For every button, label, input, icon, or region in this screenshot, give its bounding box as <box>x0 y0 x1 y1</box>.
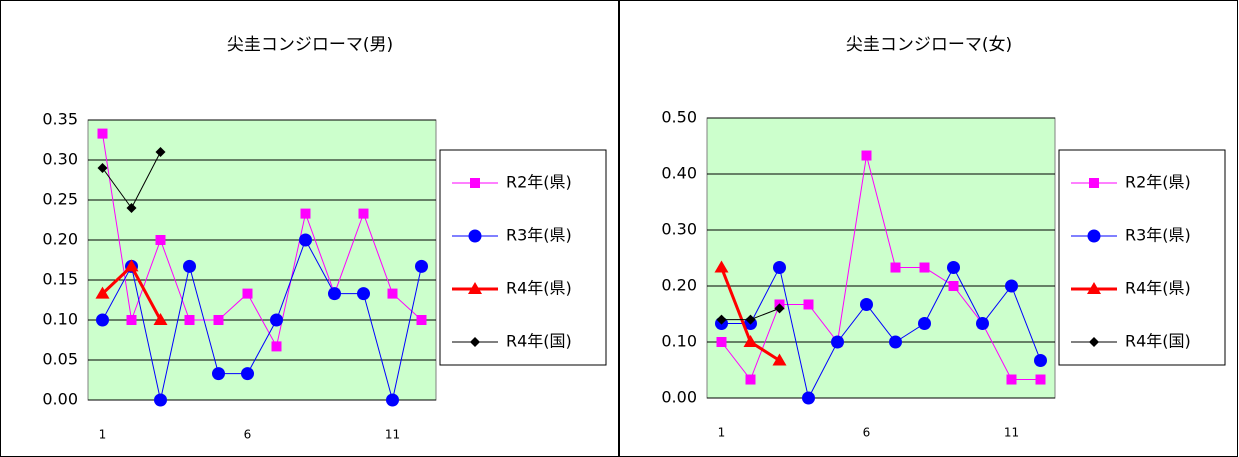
y-tick-label: 0.50 <box>661 108 697 127</box>
y-tick-label: 0.15 <box>42 270 78 289</box>
marker <box>918 317 931 331</box>
marker <box>416 315 427 325</box>
x-tick-label: 1 <box>99 428 107 442</box>
y-tick-label: 0.00 <box>42 390 78 409</box>
marker <box>1035 374 1046 385</box>
series-line <box>102 238 422 401</box>
marker <box>155 147 166 157</box>
marker <box>716 314 727 325</box>
marker <box>126 203 137 213</box>
y-tick-label: 0.10 <box>42 310 78 329</box>
marker <box>358 208 369 219</box>
marker <box>1006 374 1017 385</box>
series-line <box>102 133 422 348</box>
legend-box <box>439 149 607 366</box>
marker <box>299 233 312 247</box>
legend-marker <box>470 178 480 188</box>
marker <box>860 297 873 311</box>
marker <box>155 235 166 245</box>
marker <box>772 353 787 366</box>
legend-marker <box>468 229 482 243</box>
series-line <box>721 266 1041 400</box>
marker <box>300 208 311 219</box>
marker <box>774 303 785 314</box>
legend-marker <box>1089 337 1099 347</box>
plot-area <box>87 119 437 401</box>
legend-marker <box>1087 229 1101 243</box>
chart-title: 尖圭コンジローマ(男) <box>227 35 393 55</box>
legend-label: R4年(国) <box>1125 332 1191 351</box>
marker <box>96 313 109 327</box>
marker <box>241 367 254 381</box>
marker <box>154 393 167 407</box>
y-tick-label: 0.20 <box>661 276 697 295</box>
y-tick-label: 0.10 <box>661 332 697 351</box>
x-tick-label: 6 <box>863 426 871 440</box>
marker <box>270 313 283 327</box>
marker <box>95 286 110 299</box>
legend-marker <box>468 282 482 294</box>
y-tick-label: 0.05 <box>42 350 78 369</box>
marker <box>97 163 108 173</box>
marker <box>183 259 196 273</box>
legend-box <box>1058 149 1226 366</box>
marker <box>184 315 195 325</box>
y-tick-label: 0.35 <box>42 110 78 129</box>
legend-label: R2年(県) <box>1125 173 1191 192</box>
marker <box>386 393 399 407</box>
marker <box>745 314 756 325</box>
marker <box>242 288 253 299</box>
x-tick-label: 11 <box>385 428 400 442</box>
x-tick-label: 6 <box>244 428 252 442</box>
marker <box>803 299 814 310</box>
marker <box>743 335 758 347</box>
marker <box>124 259 139 272</box>
marker <box>271 341 282 352</box>
legend-label: R2年(県) <box>506 173 572 192</box>
y-tick-label: 0.25 <box>42 190 78 209</box>
chart-title: 尖圭コンジローマ(女) <box>846 35 1012 55</box>
marker <box>861 150 872 161</box>
marker <box>97 128 108 139</box>
marker <box>947 261 960 275</box>
marker <box>976 317 989 331</box>
marker <box>889 335 902 349</box>
marker <box>745 374 756 385</box>
marker <box>153 313 168 325</box>
marker <box>328 287 341 301</box>
marker <box>802 391 815 405</box>
y-tick-label: 0.00 <box>661 388 697 407</box>
marker <box>126 315 137 325</box>
y-tick-label: 0.40 <box>661 164 697 183</box>
legend-marker <box>1089 178 1099 188</box>
marker <box>357 287 370 301</box>
marker <box>831 335 844 349</box>
marker <box>1005 279 1018 293</box>
marker <box>716 337 727 347</box>
marker <box>387 288 398 299</box>
y-tick-label: 0.20 <box>42 230 78 249</box>
marker <box>773 261 786 275</box>
x-tick-label: 11 <box>1004 426 1019 440</box>
legend-label: R4年(国) <box>506 332 572 351</box>
marker <box>948 281 959 291</box>
legend-marker <box>1087 282 1101 294</box>
marker <box>213 315 224 325</box>
legend-label: R3年(県) <box>1125 226 1191 245</box>
x-tick-label: 1 <box>718 426 726 440</box>
legend-label: R4年(県) <box>1125 279 1191 298</box>
y-tick-label: 0.30 <box>42 150 78 169</box>
y-tick-label: 0.30 <box>661 220 697 239</box>
legend-label: R4年(県) <box>506 279 572 298</box>
series-line <box>721 155 1041 381</box>
marker <box>212 367 225 381</box>
marker <box>415 259 428 273</box>
legend-marker <box>470 337 480 347</box>
legend-label: R3年(県) <box>506 226 572 245</box>
marker <box>1034 353 1047 367</box>
marker <box>890 262 901 273</box>
marker <box>919 262 930 273</box>
marker <box>714 260 729 273</box>
